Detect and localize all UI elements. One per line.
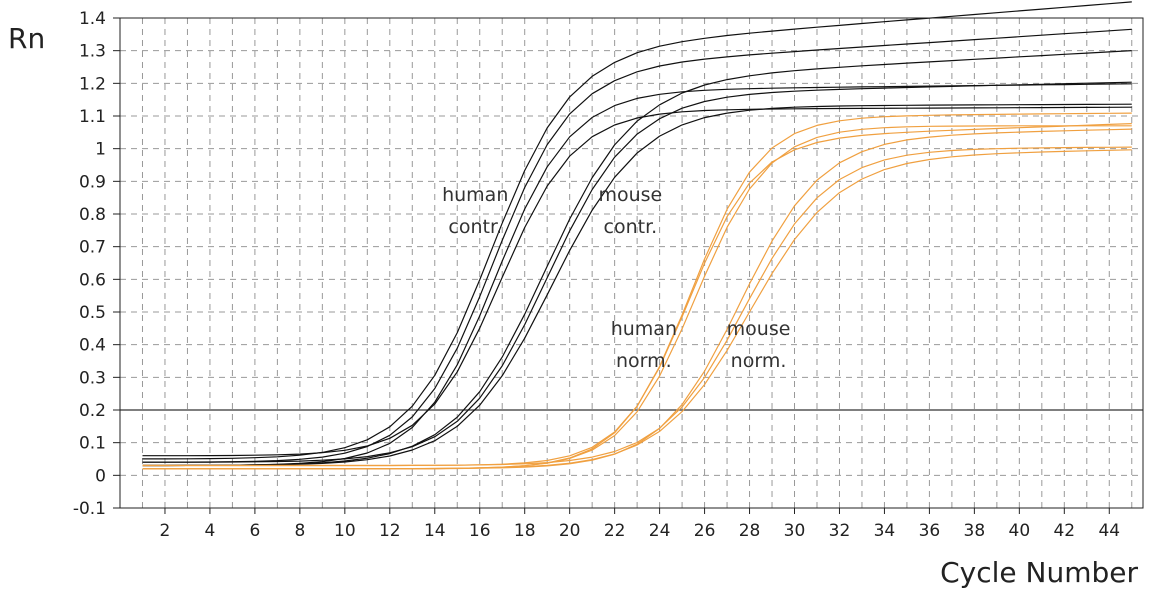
annotations: human contr. mouse contr. human norm. mouse nor…	[442, 184, 790, 372]
y-tick-label: 0.7	[79, 238, 106, 258]
curve-annotation: human contr.	[442, 184, 508, 238]
x-tick-label: 14	[424, 521, 446, 541]
amplification-curve-normalized-13	[142, 149, 1132, 470]
x-tick-label: 10	[334, 521, 356, 541]
y-tick-label: 0.2	[79, 401, 106, 421]
annotation-line: contr.	[604, 216, 658, 238]
annotation-line: mouse	[727, 318, 791, 340]
series-group	[142, 1, 1132, 470]
x-tick-label: 26	[694, 521, 716, 541]
curve-annotation: mouse norm.	[727, 318, 791, 372]
annotation-line: human	[442, 184, 508, 206]
y-tick-label: 0.8	[79, 205, 106, 225]
amplification-curve-control-4	[142, 106, 1132, 457]
x-tick-label: 8	[294, 521, 305, 541]
y-tick-label: 1.1	[79, 107, 106, 127]
amplification-curve-control-7	[142, 103, 1132, 467]
y-tick-label: 1.2	[79, 74, 106, 94]
y-tick-label: 0.4	[79, 336, 106, 356]
amplification-curve-control-1	[142, 1, 1132, 460]
y-tick-label: 0	[95, 466, 106, 486]
x-tick-label: 12	[379, 521, 401, 541]
annotation-line: mouse	[598, 184, 662, 206]
plot-frame	[119, 17, 1144, 509]
x-tick-label: 40	[1009, 521, 1031, 541]
curve-annotation: human norm.	[611, 318, 677, 372]
y-tick-label: 0.5	[79, 303, 106, 323]
x-tick-label: 38	[964, 521, 986, 541]
x-tick-label: 42	[1053, 521, 1075, 541]
x-tick-label: 18	[514, 521, 536, 541]
x-tick-label: 44	[1098, 521, 1120, 541]
y-tick-label: 0.1	[79, 434, 106, 454]
curve-annotation: mouse contr.	[598, 184, 662, 238]
x-tick-label: 34	[874, 521, 896, 541]
x-tick-label: 20	[559, 521, 581, 541]
y-tick-label: 0.3	[79, 368, 106, 388]
y-tick-label: -0.1	[73, 499, 106, 519]
x-tick-label: 22	[604, 521, 626, 541]
amplification-curve-control-6	[142, 81, 1132, 463]
annotation-line: norm.	[616, 350, 672, 372]
grid	[120, 18, 1143, 508]
amplification-curve-control-2	[142, 28, 1132, 463]
x-tick-label: 36	[919, 521, 941, 541]
y-axis-label: Rn	[8, 22, 45, 55]
annotation-line: human	[611, 318, 677, 340]
y-tick-label: 1.3	[79, 42, 106, 62]
x-tick-label: 4	[205, 521, 216, 541]
x-tick-labels: 2 4 6 8 10 12 14 16 18 20 22 24 26 28 30 32 34 36 38 40 42 44	[160, 521, 1121, 541]
y-tick-label: 1	[95, 140, 106, 160]
x-tick-label: 28	[739, 521, 761, 541]
y-tick-label: 0.9	[79, 172, 106, 192]
x-tick-label: 30	[784, 521, 806, 541]
y-tick-label: 1.4	[79, 9, 106, 29]
annotation-line: contr.	[448, 216, 502, 238]
x-tick-label: 6	[249, 521, 260, 541]
x-tick-label: 16	[469, 521, 491, 541]
y-tick-labels: -0.1 0 0.1 0.2 0.3 0.4 0.5 0.6 0.7 0.8 0.9 1 1.1 1.2 1…	[73, 9, 106, 519]
axes	[113, 17, 1144, 514]
x-axis-label: Cycle Number	[940, 556, 1138, 589]
y-tick-label: 0.6	[79, 270, 106, 290]
x-tick-label: 2	[160, 521, 171, 541]
x-tick-label: 24	[649, 521, 671, 541]
amplification-curve-normalized-12	[142, 146, 1132, 467]
annotation-line: norm.	[731, 350, 787, 372]
x-tick-label: 32	[829, 521, 851, 541]
